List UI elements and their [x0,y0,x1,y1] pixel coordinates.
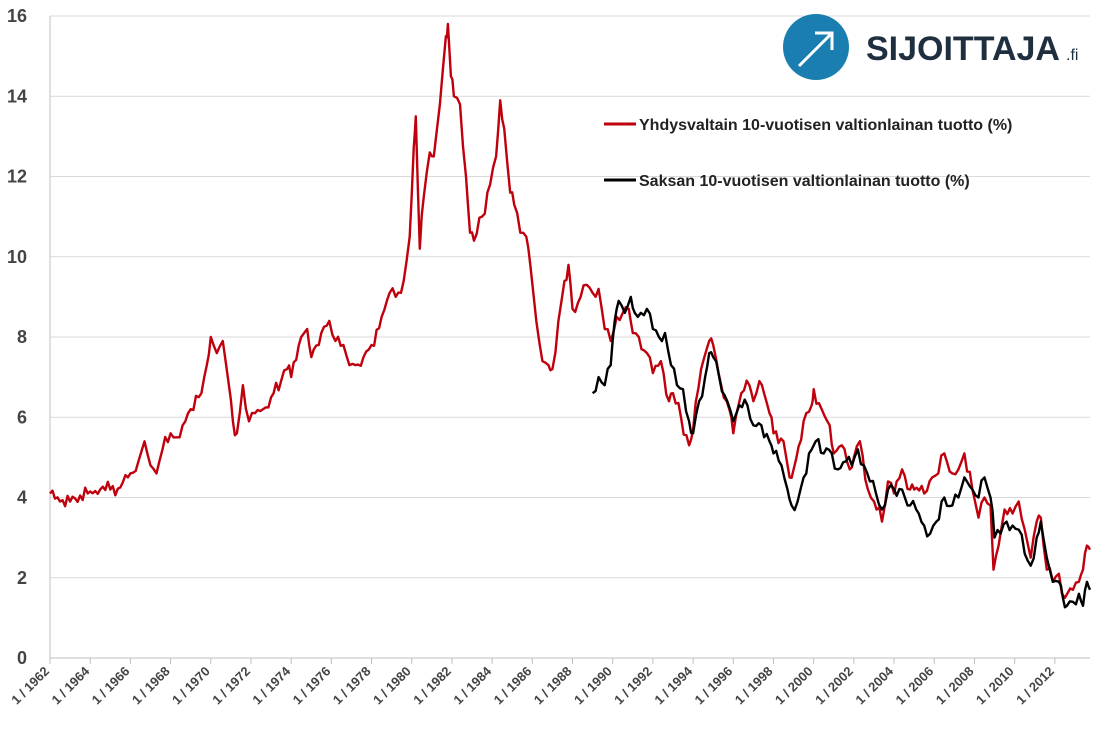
x-tick-label: 1 / 1996 [692,664,736,708]
x-tick-label: 1 / 1992 [611,664,655,708]
y-tick-label: 10 [7,247,27,267]
y-tick-label: 2 [17,568,27,588]
x-tick-label: 1 / 1990 [571,664,615,708]
x-tick-label: 1 / 2008 [933,664,977,708]
series-line-us [49,22,1092,599]
x-tick-label: 1 / 2006 [893,664,937,708]
x-tick-label: 1 / 1982 [410,664,454,708]
x-tick-label: 1 / 2010 [973,664,1017,708]
x-tick-label: 1 / 1964 [48,663,92,707]
x-tick-label: 1 / 1962 [8,664,52,708]
y-tick-label: 8 [17,327,27,347]
y-tick-label: 16 [7,6,27,26]
legend: Yhdysvaltain 10-vuotisen valtionlainan t… [604,117,1012,190]
y-axis-ticks: 0 2 4 6 8 10 12 14 16 [7,6,27,668]
sijoittaja-logo: SIJOITTAJA .fi [783,14,1078,80]
x-tick-label: 1 / 1978 [330,664,374,708]
x-tick-label: 1 / 2000 [772,664,816,708]
y-tick-label: 14 [7,86,27,106]
y-tick-label: 4 [17,488,27,508]
x-tick-label: 1 / 2004 [852,663,896,707]
x-tick-label: 1 / 1974 [249,663,293,707]
x-tick-label: 1 / 1986 [491,664,535,708]
x-tick-label: 1 / 1970 [169,664,213,708]
x-tick-label: 1 / 1984 [450,663,494,707]
y-tick-label: 12 [7,167,27,187]
x-tick-label: 1 / 1966 [89,664,133,708]
x-tick-label: 1 / 1988 [531,664,575,708]
series-lines [49,22,1092,609]
logo-suffix: .fi [1066,47,1078,64]
gridlines [50,15,1090,659]
x-tick-label: 1 / 1972 [209,664,253,708]
logo-text: SIJOITTAJA [866,30,1060,68]
x-tick-label: 1 / 1998 [732,664,776,708]
legend-label-us: Yhdysvaltain 10-vuotisen valtionlainan t… [639,117,1012,134]
x-tick-label: 1 / 1976 [290,664,334,708]
x-tick-label: 1 / 2002 [812,664,856,708]
x-tick-label: 1 / 1980 [370,664,414,708]
series-line-germany [591,295,1092,609]
y-tick-label: 6 [17,407,27,427]
legend-label-germany: Saksan 10-vuotisen valtionlainan tuotto … [639,173,970,190]
x-tick-label: 1 / 1994 [651,663,695,707]
x-tick-label: 1 / 2012 [1013,664,1057,708]
x-tick-label: 1 / 1968 [129,664,173,708]
y-tick-label: 0 [17,648,27,668]
